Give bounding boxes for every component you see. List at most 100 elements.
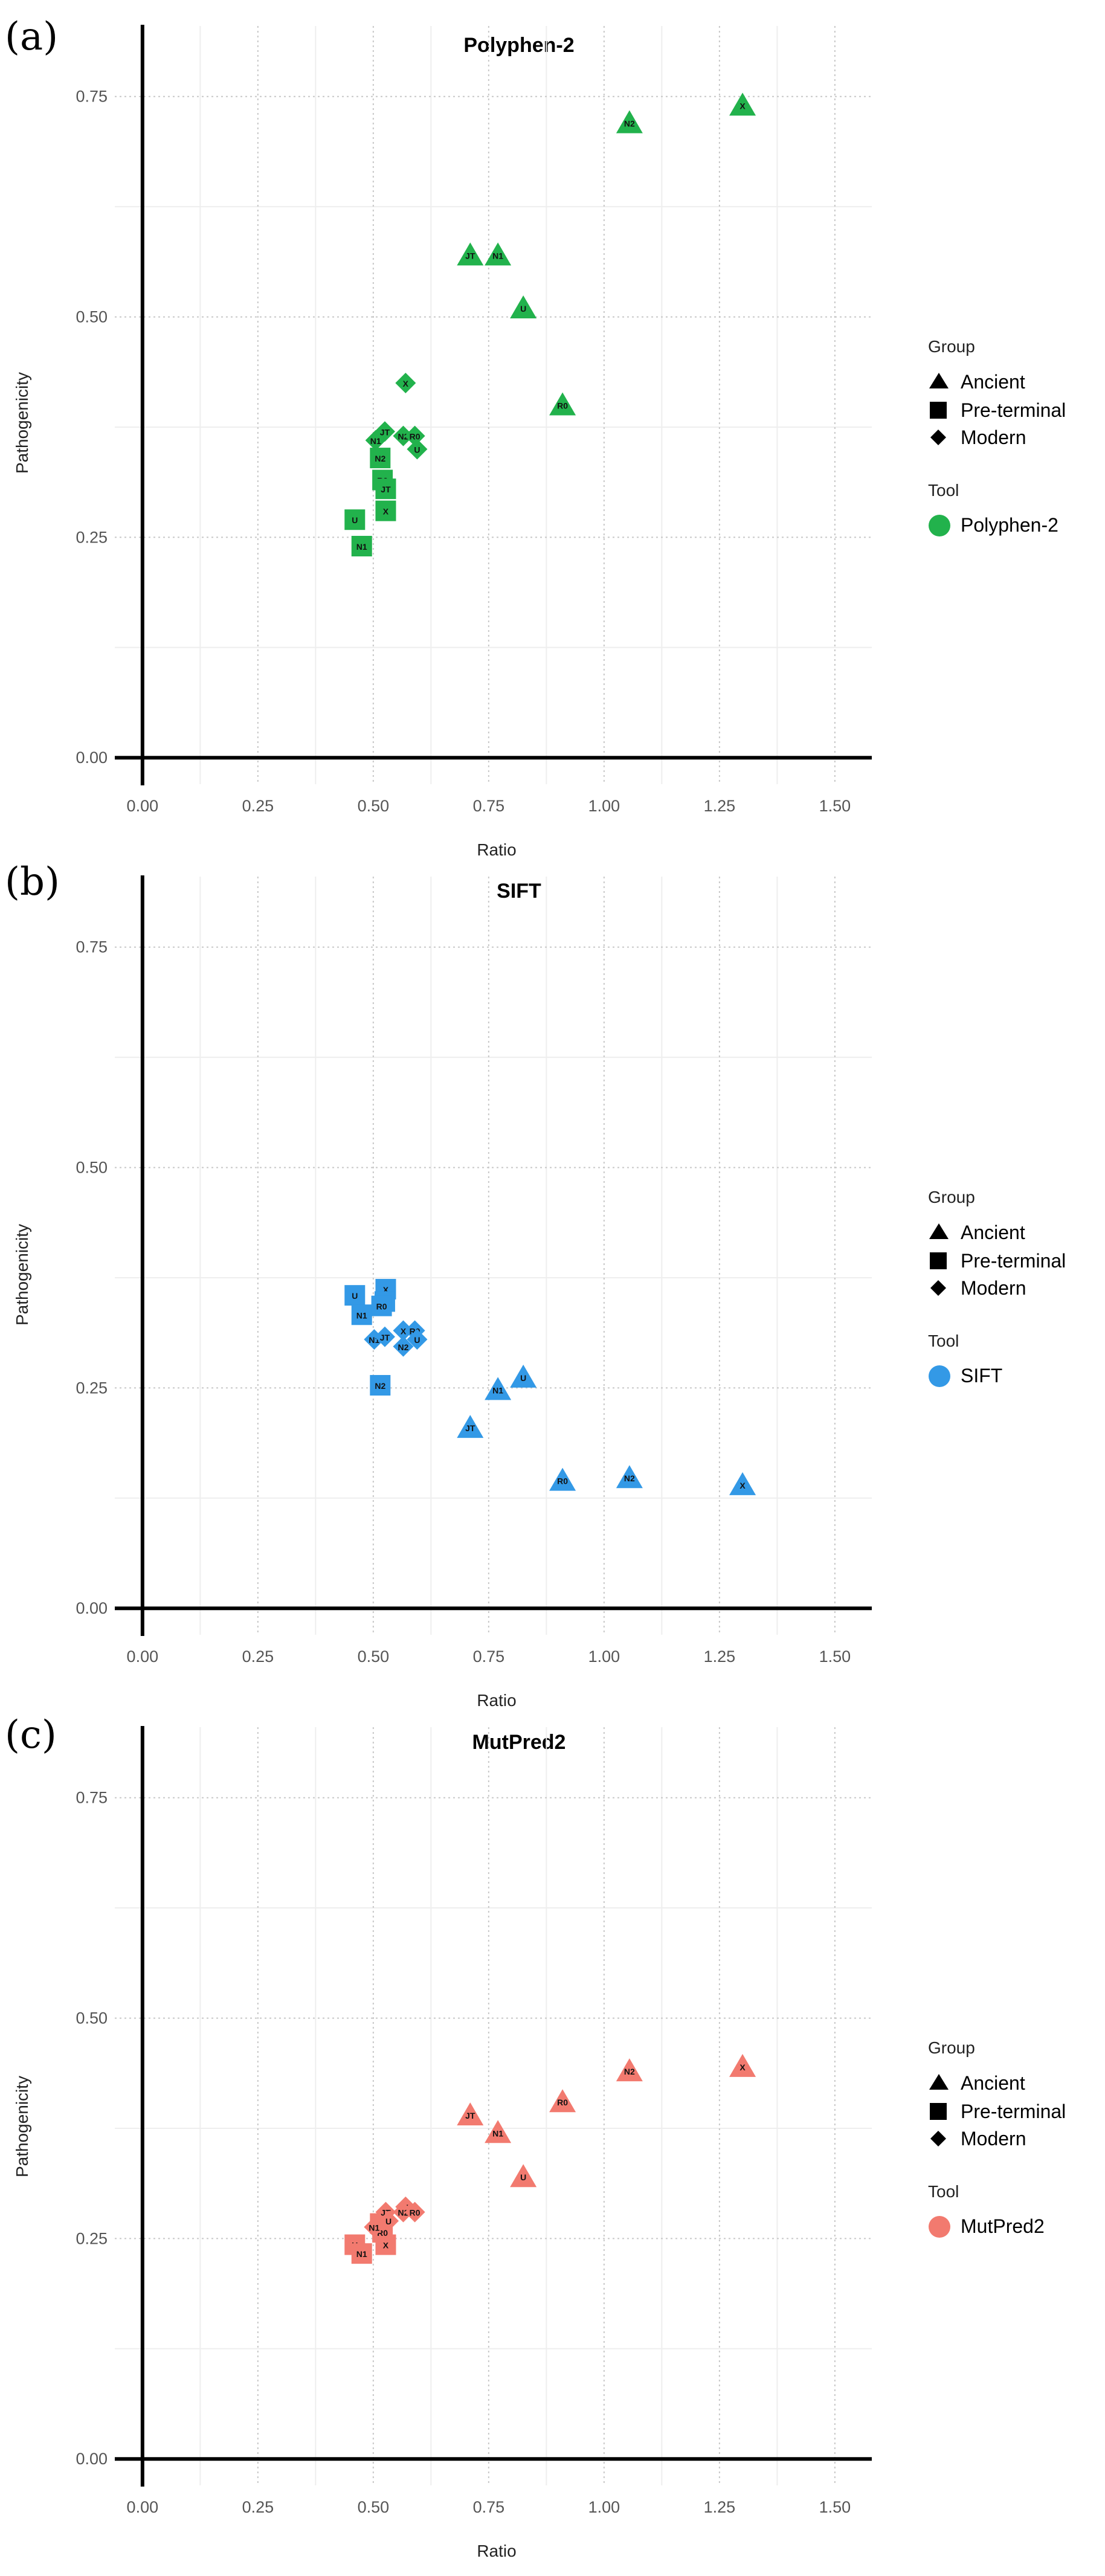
triangle-marker — [485, 1377, 512, 1400]
diamond-marker — [393, 1320, 414, 1341]
legend-square-icon — [930, 2103, 947, 2120]
square-marker — [351, 535, 372, 556]
point-label: N1 — [356, 1310, 367, 1320]
gridlines — [115, 1727, 872, 2485]
y-tick-label: 0.50 — [76, 308, 108, 326]
y-tick-label: 0.75 — [76, 88, 108, 106]
tick-labels: 0.00 0.25 0.50 0.75 1.00 1.25 1.50 0.00 0.25 0.50… — [76, 88, 851, 815]
point-label: X — [739, 2062, 746, 2072]
point-ancient-n2: N2 — [616, 110, 643, 134]
point-label: N2 — [375, 454, 385, 463]
legend-tool-swatch — [929, 2216, 950, 2238]
panel-sift: (b) SIFT Pathogenicity Ratio 0.00 0.25 0.5… — [5, 860, 1066, 1710]
data-points: XN2R0UN1JTUN1XJTR0N2N1JTXR0UN2 — [344, 1278, 756, 1495]
point-modern-n1: N1 — [365, 430, 386, 451]
x-tick-label: 0.25 — [242, 797, 274, 815]
legend-triangle-icon — [929, 373, 949, 388]
legend-item-ancient: Ancient — [961, 1222, 1025, 1243]
diamond-marker — [378, 2211, 399, 2232]
x-tick-label: 0.50 — [358, 2498, 390, 2516]
x-tick-label: 0.25 — [242, 1647, 274, 1666]
point-label: X — [739, 101, 746, 111]
point-modern-u: U — [407, 439, 428, 460]
square-marker — [370, 1375, 391, 1396]
legend-triangle-icon — [929, 2074, 949, 2090]
chart-title: SIFT — [497, 880, 541, 903]
point-ancient-u: U — [510, 295, 537, 318]
point-modern-n2: N2 — [393, 2201, 414, 2223]
diamond-marker — [407, 1329, 428, 1350]
legend-diamond-icon — [930, 1280, 946, 1296]
point-ancient-jt: JT — [457, 1415, 484, 1438]
y-tick-label: 0.50 — [76, 2009, 108, 2027]
square-marker — [344, 1285, 366, 1306]
legend: Group Ancient Pre-terminal Modern Tool P… — [928, 337, 1066, 536]
x-tick-label: 0.50 — [358, 1647, 390, 1666]
point-label: X — [403, 379, 409, 388]
point-label: JT — [465, 2111, 475, 2120]
triangle-marker — [510, 1364, 537, 1388]
point-pre-terminal-n2: N2 — [370, 1375, 391, 1396]
point-label: R0 — [557, 1476, 568, 1486]
point-label: N1 — [356, 542, 367, 552]
data-points: XN2R0JTN1UUN1XN2R0JTN1XN2R0U — [344, 2053, 756, 2264]
legend-item-modern: Modern — [961, 1277, 1026, 1299]
point-ancient-r0: R0 — [549, 2089, 576, 2113]
square-marker — [375, 478, 396, 500]
y-axis-title: Pathogenicity — [13, 1224, 31, 1325]
point-label: N2 — [624, 1473, 635, 1483]
x-tick-label: 0.00 — [127, 797, 159, 815]
triangle-marker — [729, 2053, 756, 2077]
panel-label: (a) — [5, 14, 58, 59]
x-tick-label: 1.00 — [588, 1647, 620, 1666]
x-tick-label: 0.00 — [127, 2498, 159, 2516]
x-tick-label: 1.25 — [704, 797, 736, 815]
square-marker — [351, 1304, 372, 1325]
point-label: U — [352, 1291, 358, 1301]
legend-item-ancient: Ancient — [961, 2072, 1025, 2094]
point-label: N2 — [624, 2067, 635, 2076]
point-modern-r0: R0 — [404, 425, 425, 446]
triangle-marker — [729, 1472, 756, 1495]
point-modern-x: X — [395, 373, 416, 394]
panel-label: (b) — [5, 860, 60, 904]
point-modern-n2: N2 — [393, 425, 414, 446]
x-tick-label: 1.50 — [819, 2498, 851, 2516]
x-tick-label: 0.75 — [473, 2498, 505, 2516]
point-label: JT — [380, 427, 390, 437]
point-ancient-r0: R0 — [549, 1467, 576, 1491]
diamond-marker — [374, 1326, 395, 1347]
triangle-marker — [616, 110, 643, 134]
tick-labels: 0.00 0.25 0.50 0.75 1.00 1.25 1.50 0.00 0.25 0.50… — [76, 1789, 851, 2516]
square-marker — [370, 448, 391, 469]
point-label: N1 — [369, 2223, 379, 2232]
y-tick-label: 0.25 — [76, 1379, 108, 1397]
point-label: R0 — [376, 1302, 387, 1312]
point-ancient-u: U — [510, 1364, 537, 1388]
tick-labels: 0.00 0.25 0.50 0.75 1.00 1.25 1.50 0.00 0.25 0.50… — [76, 938, 851, 1666]
axes — [115, 25, 872, 785]
point-modern-x: X — [393, 1320, 414, 1341]
point-label: U — [385, 2217, 391, 2226]
triangle-marker — [457, 2102, 484, 2126]
chart-title: Polyphen-2 — [463, 34, 574, 57]
legend-item-modern: Modern — [961, 2128, 1026, 2149]
point-label: U — [520, 1373, 526, 1383]
point-label: U — [352, 515, 358, 525]
x-tick-label: 1.00 — [588, 797, 620, 815]
legend-tool-swatch — [929, 1365, 950, 1387]
point-pre-terminal-n2: N2 — [370, 448, 391, 469]
axes — [115, 1726, 872, 2487]
axes — [115, 875, 872, 1636]
point-label: N2 — [375, 1381, 385, 1391]
diamond-marker — [365, 430, 386, 451]
point-pre-terminal-n1: N1 — [351, 1304, 372, 1325]
point-ancient-jt: JT — [457, 2102, 484, 2126]
legend-group-title: Group — [928, 337, 975, 356]
point-label: N2 — [398, 432, 409, 442]
x-tick-label: 0.75 — [473, 1647, 505, 1666]
point-modern-u: U — [378, 2211, 399, 2232]
triangle-marker — [457, 242, 484, 266]
y-tick-label: 0.00 — [76, 2450, 108, 2468]
point-label: N1 — [492, 251, 503, 260]
